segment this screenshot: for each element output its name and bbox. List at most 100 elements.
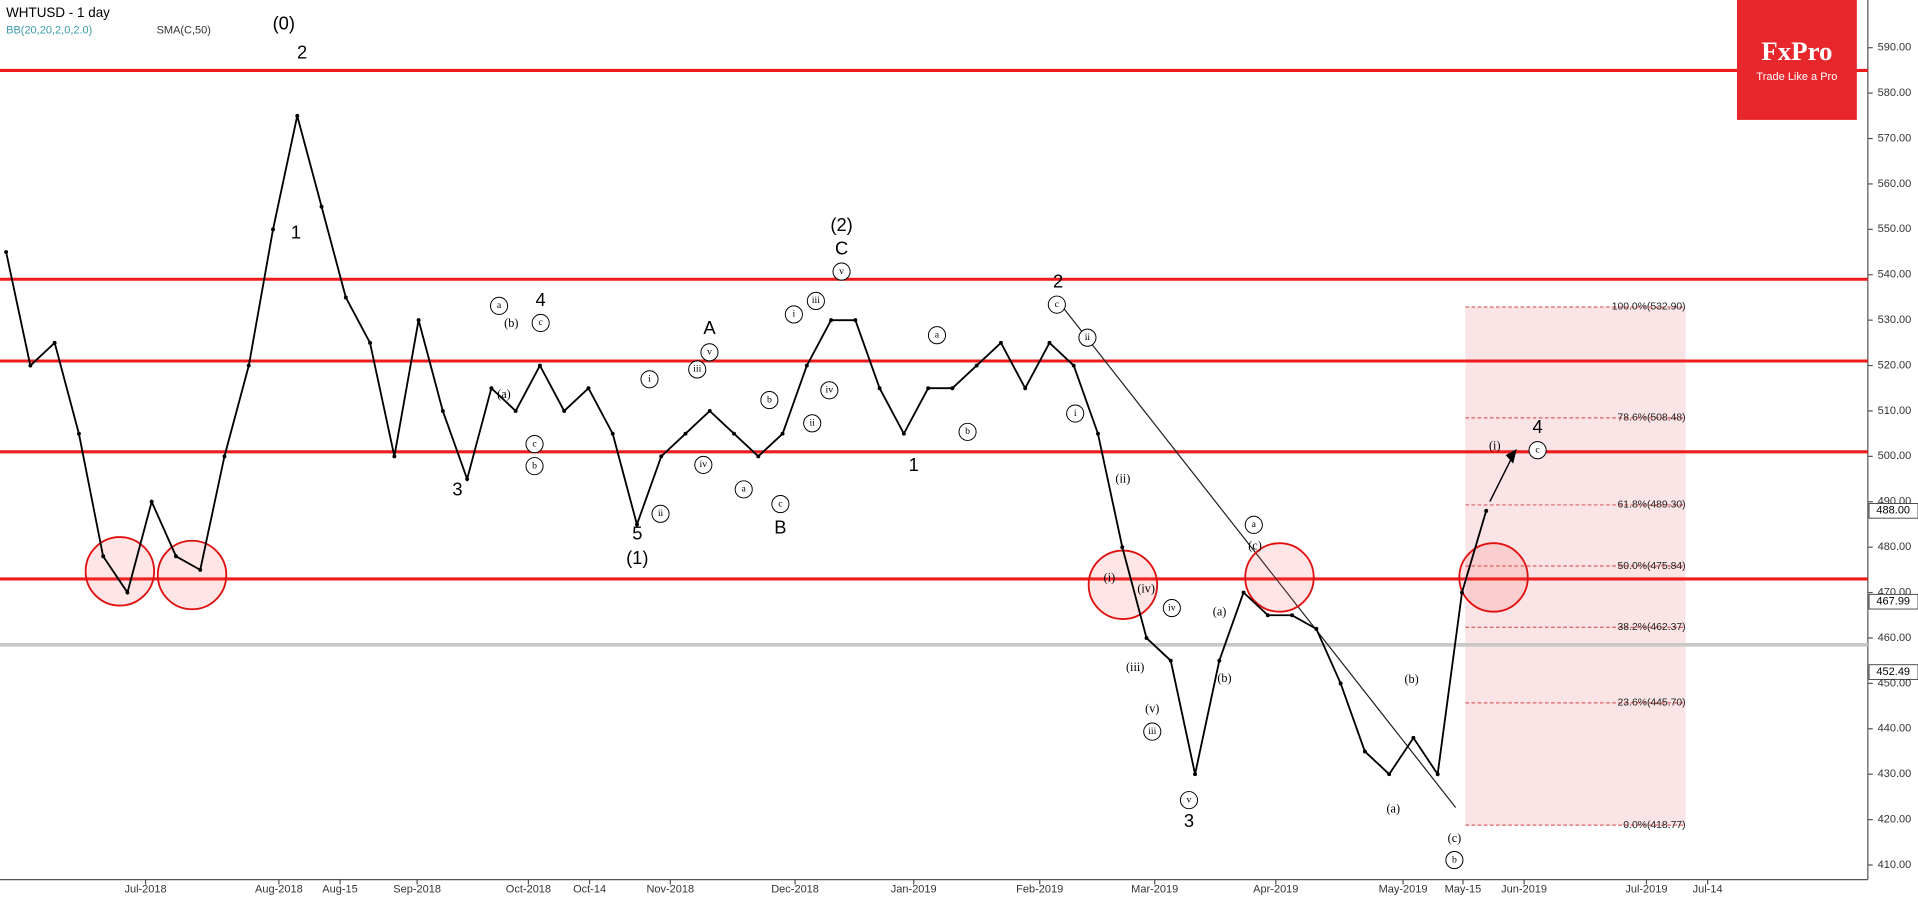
price-point <box>780 431 785 436</box>
y-tick-label: 520.00 <box>1878 359 1912 371</box>
circle <box>1458 542 1529 613</box>
price-point <box>28 363 33 368</box>
wave-label: (v) <box>1145 701 1159 715</box>
price-point <box>4 250 9 254</box>
circle <box>156 539 228 611</box>
fib-label: 38.2%(462.37) <box>1618 622 1686 633</box>
wave-label: c <box>778 498 783 509</box>
wave-circle <box>1078 328 1097 347</box>
price-tag <box>1868 503 1918 519</box>
wave-circle <box>694 455 713 474</box>
price-point <box>1193 772 1197 777</box>
wave-label: 3 <box>452 478 462 499</box>
wave-label: (ii) <box>1115 471 1130 485</box>
price-point <box>1071 363 1076 368</box>
price-point <box>1459 590 1464 595</box>
wave-label: iii <box>693 364 701 375</box>
fib-zone: 100.0%(532.90) 78.6%(508.48) 61.8%(489.30)… <box>1465 302 1686 831</box>
price-point <box>804 363 809 368</box>
wave-circle <box>1445 851 1464 870</box>
wave-circle <box>490 296 509 315</box>
price-point <box>1435 772 1440 777</box>
wave-label: c <box>532 438 537 449</box>
price-point <box>295 113 300 118</box>
wave-label: iv <box>1168 602 1176 613</box>
price-point <box>246 363 251 368</box>
price-point <box>440 408 445 413</box>
wave-label: (i) <box>1104 570 1116 584</box>
x-tick-label: Oct-14 <box>573 883 606 895</box>
wave-circle <box>734 480 753 499</box>
wave-circle <box>1066 404 1085 423</box>
arrow <box>1489 452 1515 502</box>
price-point <box>683 431 688 436</box>
price-point <box>586 386 591 391</box>
price-point <box>1168 658 1173 663</box>
price-point <box>489 386 494 391</box>
x-tick-label: Jul-2019 <box>1625 883 1667 895</box>
price-point <box>101 554 106 559</box>
y-tick-label: 500.00 <box>1878 450 1912 462</box>
y-tick-label: 510.00 <box>1878 405 1912 417</box>
price-point <box>174 554 178 559</box>
fib-label: 100.0%(532.90) <box>1612 302 1686 313</box>
wave-label: b <box>532 460 537 471</box>
y-tick-label: 540.00 <box>1878 269 1912 281</box>
price-tag-label: 488.00 <box>1876 505 1910 517</box>
wave-circle <box>832 262 851 281</box>
y-tick-label: 550.00 <box>1878 223 1912 235</box>
price-point <box>416 318 421 323</box>
fib-label: 61.8%(489.30) <box>1618 500 1686 511</box>
wave-circle <box>1162 598 1181 618</box>
wave-label: 2 <box>1053 270 1063 291</box>
wave-label: (c) <box>1448 831 1462 845</box>
wave-label: iv <box>826 385 834 396</box>
wave-label: (b) <box>504 316 518 330</box>
wave-label: (a) <box>1213 605 1227 619</box>
wave-label: ii <box>809 418 815 429</box>
price-tag <box>1868 664 1918 680</box>
trend-line <box>1061 305 1457 808</box>
wave-circle <box>771 495 790 514</box>
price-point <box>974 363 979 368</box>
price-line <box>5 115 1488 777</box>
wave-circle <box>525 457 544 476</box>
y-tick-label: 430.00 <box>1878 768 1912 780</box>
x-tick-label: May-2019 <box>1379 883 1428 895</box>
price-tag-label: 467.99 <box>1876 596 1910 608</box>
price-point <box>707 408 712 413</box>
price-point <box>1047 340 1052 345</box>
fib-label: 50.0%(475.84) <box>1618 561 1686 572</box>
y-tick-label: 560.00 <box>1878 178 1912 190</box>
wave-label: 1 <box>909 454 919 475</box>
wave-circle <box>1047 295 1066 314</box>
price-point <box>1338 681 1343 686</box>
fib-label: 0.0%(418.77) <box>1623 820 1685 831</box>
wave-circle <box>1244 515 1263 534</box>
circle <box>84 536 156 607</box>
fib-label: 78.6%(508.48) <box>1618 413 1686 424</box>
wave-label: (a) <box>1386 802 1400 816</box>
price-point <box>998 340 1003 345</box>
wave-label: A <box>703 317 716 338</box>
wave-label: (b) <box>1217 671 1231 685</box>
x-tick-label: Jul-14 <box>1693 883 1723 895</box>
price-point <box>926 386 931 391</box>
x-tick-label: Jul-2018 <box>124 883 166 895</box>
wave-label: v <box>1187 794 1192 805</box>
price-point <box>1411 735 1416 740</box>
price-point <box>562 408 567 413</box>
price-point <box>465 477 470 482</box>
x-tick-label: Apr-2019 <box>1253 883 1298 895</box>
highlight-circles <box>84 536 1529 620</box>
wave-label: 5 <box>632 522 642 543</box>
wave-label: iii <box>812 295 820 306</box>
price-point <box>76 431 81 436</box>
x-tick-label: Dec-2018 <box>771 883 819 895</box>
x-tick-label: Mar-2019 <box>1131 883 1178 895</box>
wave-circle <box>651 504 670 523</box>
wave-label: (iv) <box>1137 582 1155 596</box>
wave-circle <box>1143 722 1162 741</box>
wave-label: iii <box>1148 726 1156 737</box>
